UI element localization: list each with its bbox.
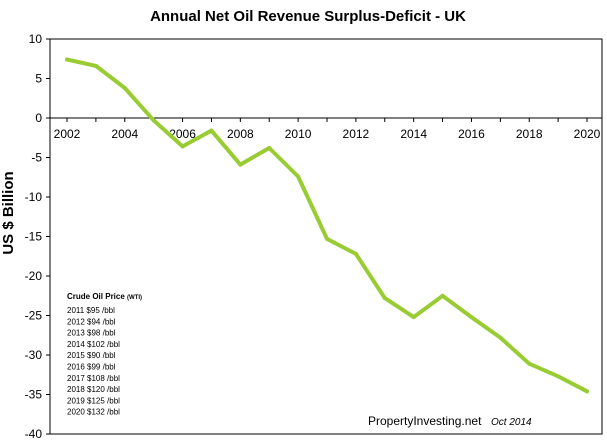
series-line bbox=[65, 57, 589, 394]
y-tick-label: -5 bbox=[31, 151, 42, 165]
data-point bbox=[238, 162, 243, 167]
data-point bbox=[556, 374, 561, 379]
annotation-line: 2019 $125 /bbl bbox=[67, 396, 120, 405]
annotation-lines: 2011 $95 /bbl 2012 $94 /bbl 2013 $98 /bbl 2… bbox=[67, 306, 120, 417]
data-point bbox=[65, 57, 69, 62]
data-point bbox=[498, 335, 503, 340]
annotation-line: 2016 $99 /bbl bbox=[67, 363, 116, 372]
x-tick-label: 2020 bbox=[574, 127, 601, 141]
data-point bbox=[469, 315, 474, 320]
annotation-heading-text: Crude Oil Price bbox=[67, 292, 125, 301]
crude-oil-price-annotation: Crude Oil Price (WTI) 2011 $95 /bbl 2012 … bbox=[67, 292, 142, 417]
annotation-line: 2017 $108 /bbl bbox=[67, 374, 120, 383]
annotation-line: 2015 $90 /bbl bbox=[67, 351, 116, 360]
x-tick-label: 2010 bbox=[285, 127, 312, 141]
x-tick-label: 2014 bbox=[400, 127, 427, 141]
x-tick-label: 2012 bbox=[343, 127, 370, 141]
data-point bbox=[296, 174, 301, 179]
y-tick-label: -30 bbox=[25, 348, 43, 362]
y-tick-label: 5 bbox=[35, 72, 42, 86]
x-tick-label: 2008 bbox=[227, 127, 254, 141]
data-point bbox=[585, 389, 589, 394]
chart-title: Annual Net Oil Revenue Surplus-Deficit -… bbox=[150, 8, 466, 25]
annotation-heading: Crude Oil Price (WTI) bbox=[67, 292, 142, 301]
data-point bbox=[353, 251, 358, 256]
credit-site: PropertyInvesting.net bbox=[368, 414, 482, 428]
y-tick-label: -40 bbox=[25, 427, 43, 441]
annotation-line: 2018 $120 /bbl bbox=[67, 385, 120, 394]
y-tick-label: -10 bbox=[25, 190, 43, 204]
data-point bbox=[209, 128, 214, 133]
y-tick-label: -35 bbox=[25, 388, 43, 402]
data-point bbox=[267, 146, 272, 151]
x-tick-label: 2016 bbox=[458, 127, 485, 141]
data-point bbox=[180, 144, 185, 149]
credit-date: Oct 2014 bbox=[491, 417, 532, 428]
y-tick-label: 0 bbox=[35, 111, 42, 125]
data-point bbox=[382, 296, 387, 301]
annotation-line: 2011 $95 /bbl bbox=[67, 306, 115, 315]
x-tick-label: 2018 bbox=[516, 127, 543, 141]
annotation-line: 2014 $102 /bbl bbox=[67, 340, 120, 349]
y-axis-ticks: 10 5 0 -5 -10 -15 -20 -25 -30 -35 -40 bbox=[25, 32, 50, 441]
annotation-line: 2020 $132 /bbl bbox=[67, 408, 120, 417]
annotation-heading-unit: (WTI) bbox=[127, 295, 142, 301]
data-point bbox=[122, 85, 127, 90]
annotation-line: 2013 $98 /bbl bbox=[67, 329, 116, 338]
data-point bbox=[325, 236, 329, 241]
x-tick-label: 2004 bbox=[111, 127, 138, 141]
data-point bbox=[527, 361, 532, 366]
y-tick-label: -15 bbox=[25, 230, 43, 244]
y-tick-label: 10 bbox=[29, 32, 43, 46]
data-point bbox=[151, 118, 156, 123]
y-tick-label: -20 bbox=[25, 269, 43, 283]
data-point bbox=[411, 315, 416, 320]
data-point bbox=[440, 293, 445, 298]
series-group bbox=[65, 57, 589, 394]
y-axis-label: US $ Billion bbox=[0, 171, 17, 254]
data-point bbox=[93, 63, 98, 68]
annotation-line: 2012 $94 /bbl bbox=[67, 317, 116, 326]
y-tick-label: -25 bbox=[25, 309, 43, 323]
x-axis-ticks: 2002 2004 2006 2008 2010 2012 2014 2016 2018 2020 bbox=[54, 118, 601, 141]
x-tick-label: 2002 bbox=[54, 127, 81, 141]
x-tick-label: 2006 bbox=[169, 127, 196, 141]
